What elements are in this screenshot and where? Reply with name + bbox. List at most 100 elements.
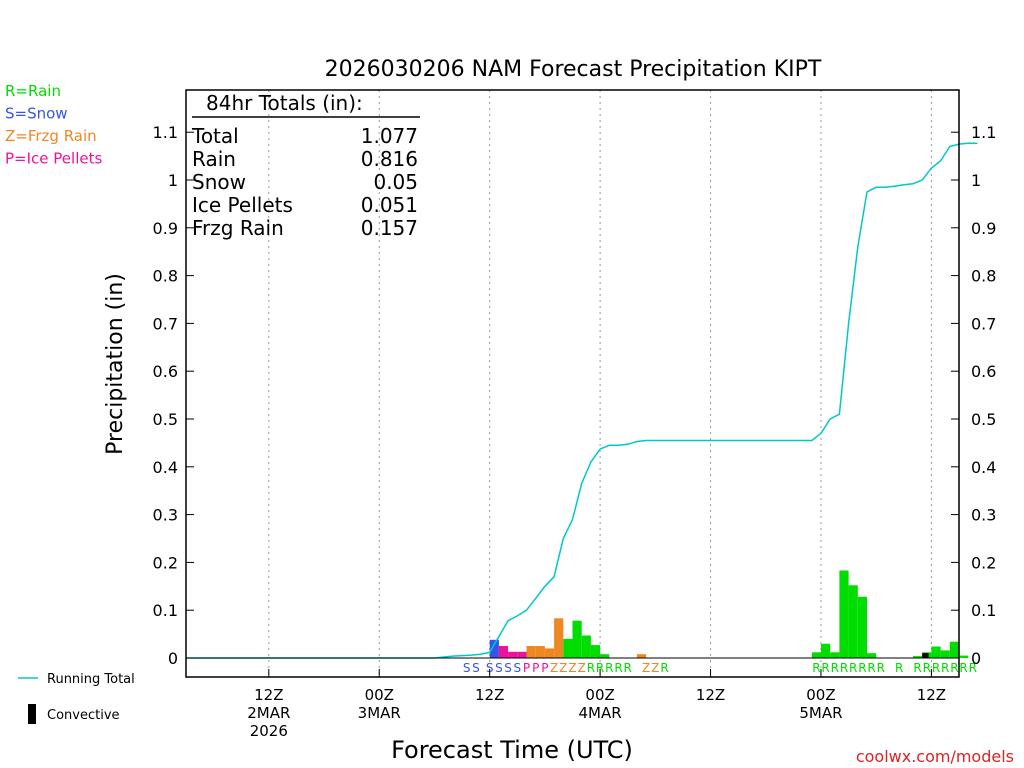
y-tick-label-right-11: 1.1 xyxy=(971,123,996,142)
precip-bar-15 xyxy=(821,643,831,658)
type-code-27: R xyxy=(867,661,875,675)
precip-bar-16 xyxy=(830,652,840,658)
precip-bar-0 xyxy=(489,639,499,658)
convective-legend: Convective xyxy=(28,704,120,724)
type-code-26: R xyxy=(858,661,866,675)
precip-bar-21 xyxy=(913,656,923,658)
precip-bar-8 xyxy=(563,638,573,658)
x-tick-label-3-0: 00Z xyxy=(585,686,614,704)
y-tick-label-right-8: 0.8 xyxy=(971,267,996,286)
type-code-3: S xyxy=(495,661,503,675)
type-code-14: R xyxy=(596,661,604,675)
totals-label-2: Snow xyxy=(192,170,246,194)
precip-bar-9 xyxy=(572,620,582,658)
type-code-36: R xyxy=(969,661,977,675)
y-axis-label: Precipitation (in) xyxy=(103,273,128,455)
totals-box: 84hr Totals (in): Total 1.077 Rain 0.816 Sno… xyxy=(191,91,420,240)
convective-bar-0 xyxy=(922,653,929,658)
y-tick-label-right-0: 0 xyxy=(971,649,981,668)
type-code-28: R xyxy=(877,661,885,675)
precip-bar-14 xyxy=(811,652,821,658)
convective-bars xyxy=(922,653,929,658)
totals-rows: Total 1.077 Rain 0.816 Snow 0.05 Ice Pellets 0.… xyxy=(191,124,418,240)
watermark: coolwx.com/models xyxy=(856,747,1014,766)
precip-bar-13 xyxy=(636,654,647,658)
precip-bar-1 xyxy=(498,646,509,658)
type-code-35: R xyxy=(959,661,967,675)
totals-label-0: Total xyxy=(191,124,239,148)
type-code-24: R xyxy=(840,661,848,675)
y-tick-label-right-2: 0.2 xyxy=(971,553,996,572)
totals-label-3: Ice Pellets xyxy=(192,193,293,217)
running-total-polyline xyxy=(186,142,978,659)
y-tick-label-left-1: 0.1 xyxy=(153,601,178,620)
precip-bar-3 xyxy=(517,651,527,658)
type-code-17: R xyxy=(624,661,632,675)
totals-value-4: 0.157 xyxy=(361,216,418,240)
y-tick-label-left-7: 0.7 xyxy=(153,314,178,333)
y-tick-label-right-3: 0.3 xyxy=(971,506,996,525)
y-tick-label-left-6: 0.6 xyxy=(153,362,178,381)
precip-bar-24 xyxy=(940,650,950,658)
y-tick-label-left-5: 0.5 xyxy=(153,410,178,429)
type-code-9: Z xyxy=(550,661,558,675)
type-code-0: S xyxy=(463,661,471,675)
type-code-2: S xyxy=(486,661,494,675)
y-tick-label-right-7: 0.7 xyxy=(971,314,996,333)
type-code-15: R xyxy=(605,661,613,675)
type-code-30: R xyxy=(913,661,921,675)
x-tick-label-0-2: 2026 xyxy=(250,722,288,740)
precip-bar-2 xyxy=(508,651,518,658)
precip-bar-6 xyxy=(544,648,555,658)
precip-type-legend: R=Rain S=Snow Z=Frzg Rain P=Ice Pellets xyxy=(5,82,102,168)
type-code-8: P xyxy=(541,661,548,675)
y-tick-label-left-3: 0.3 xyxy=(153,506,178,525)
type-code-4: S xyxy=(504,661,512,675)
x-tick-label-6-0: 12Z xyxy=(917,686,946,704)
y-tick-label-left-2: 0.2 xyxy=(153,553,178,572)
y-tick-label-right-6: 0.6 xyxy=(971,362,996,381)
vertical-gridlines xyxy=(268,90,932,677)
type-code-32: R xyxy=(932,661,940,675)
type-code-12: Z xyxy=(578,661,586,675)
precip-bar-4 xyxy=(526,646,536,658)
precip-bar-7 xyxy=(554,618,564,658)
x-tick-label-0-1: 2MAR xyxy=(247,704,290,722)
type-code-21: R xyxy=(812,661,820,675)
precip-bar-11 xyxy=(590,645,601,658)
legend-z-label: Z=Frzg Rain xyxy=(5,127,97,145)
y-tick-label-right-4: 0.4 xyxy=(971,458,996,477)
y-axis: 0 0 0.1 0.1 0.2 0.2 0.3 0.3 0.4 0.4 0.5 0.5 0.6 0.6 0.… xyxy=(153,123,997,668)
type-code-22: R xyxy=(821,661,829,675)
x-tick-label-2-0: 12Z xyxy=(475,686,504,704)
precip-bar-25 xyxy=(949,641,959,658)
x-tick-label-3-1: 4MAR xyxy=(579,704,622,722)
running-total-legend: Running Total xyxy=(18,672,135,687)
type-code-34: R xyxy=(950,661,958,675)
y-tick-label-right-9: 0.9 xyxy=(971,219,996,238)
totals-value-2: 0.05 xyxy=(373,170,418,194)
totals-value-1: 0.816 xyxy=(361,147,418,171)
y-tick-label-left-8: 0.8 xyxy=(153,267,178,286)
type-code-18: Z xyxy=(642,661,650,675)
type-code-29: R xyxy=(895,661,903,675)
y-tick-label-right-10: 1 xyxy=(971,171,981,190)
precip-bar-23 xyxy=(931,646,941,658)
y-tick-label-left-0: 0 xyxy=(168,649,178,668)
running-total-label: Running Total xyxy=(47,672,135,687)
convective-label: Convective xyxy=(47,708,120,723)
type-code-25: R xyxy=(849,661,857,675)
precip-bar-5 xyxy=(535,646,545,658)
x-axis-label: Forecast Time (UTC) xyxy=(391,736,633,764)
type-code-16: R xyxy=(614,661,622,675)
type-code-19: Z xyxy=(651,661,659,675)
x-tick-label-0-0: 12Z xyxy=(254,686,283,704)
y-tick-label-left-10: 1 xyxy=(168,171,178,190)
x-tick-label-4-0: 12Z xyxy=(696,686,725,704)
running-total-line xyxy=(186,142,978,659)
totals-value-3: 0.051 xyxy=(361,193,418,217)
y-tick-label-left-11: 1.1 xyxy=(153,123,178,142)
x-tick-label-5-1: 5MAR xyxy=(799,704,842,722)
